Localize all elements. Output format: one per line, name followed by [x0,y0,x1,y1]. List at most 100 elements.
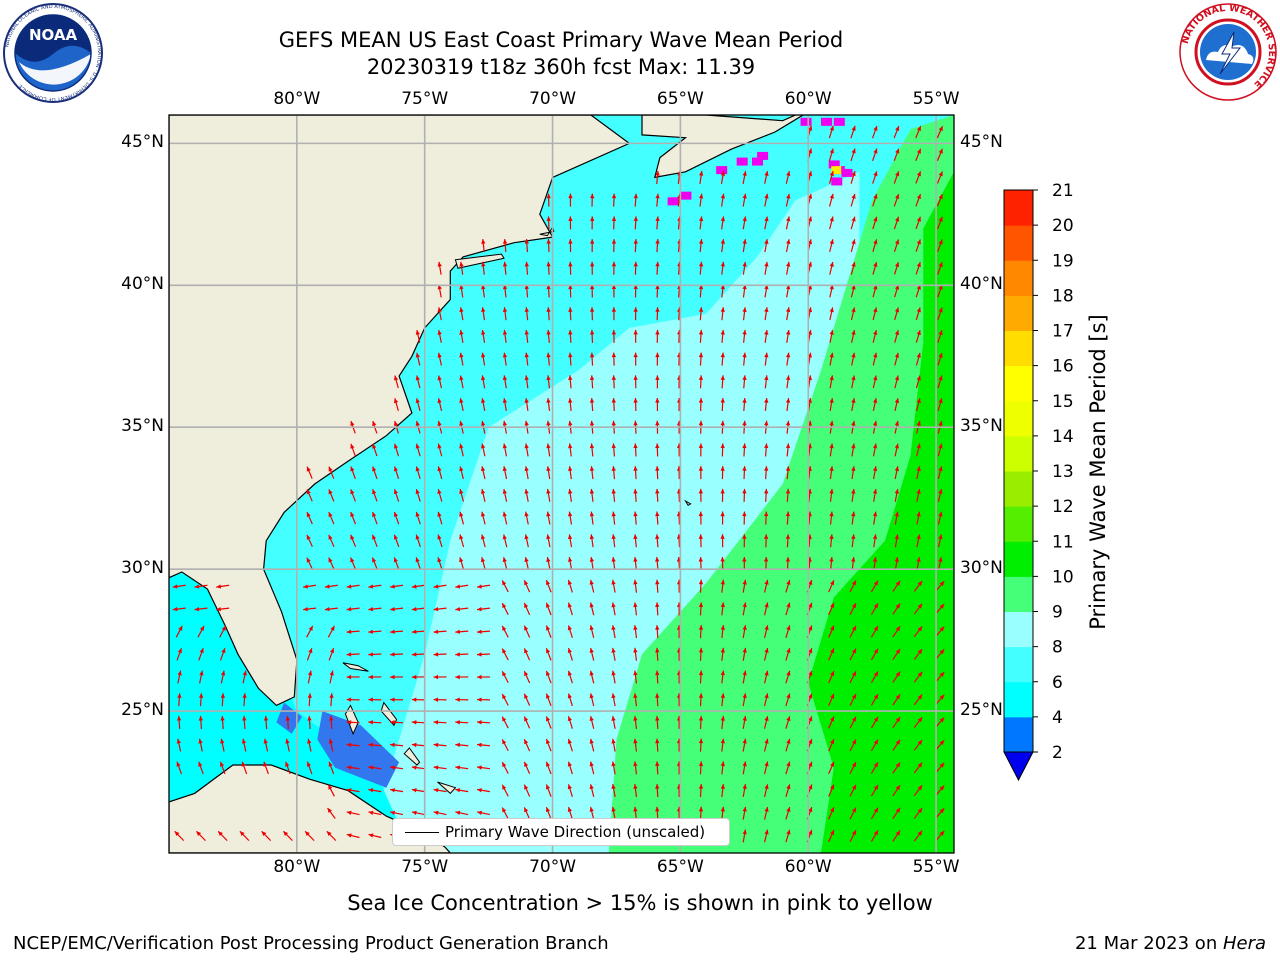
wave-arrow-head [633,557,638,562]
lon-tick-label-top: 80°W [273,89,321,109]
wave-arrow-head [589,761,594,767]
legend-box: Primary Wave Direction (unscaled) [392,818,730,846]
wave-arrow-head [894,466,899,472]
wave-arrow-head [786,239,791,245]
wave-arrow-head [873,671,879,677]
wave-arrow-head [390,697,395,702]
wave-arrow-head [851,603,856,609]
wave-arrow-head [411,742,417,748]
wave-arrow-head [346,720,352,725]
wave-arrow-head [328,534,333,540]
wave-arrow-head [655,193,660,199]
wave-arrow-head [433,788,439,793]
wave-arrow-head [851,239,856,245]
wave-arrow-head [742,443,747,449]
wave-arrow-head [829,398,834,403]
wave-arrow-head [346,629,352,634]
wave-arrow-head [567,807,572,812]
wave-arrow-head [873,716,879,722]
wave-arrow-head [611,466,616,471]
wave-arrow-head [411,720,417,725]
sea-ice-patch [841,168,853,177]
sea-ice-patch [736,157,748,166]
wave-arrow-head [502,534,507,540]
wave-arrow-head [872,488,878,494]
wave-arrow-head [502,307,508,312]
wave-arrow-head [742,284,747,290]
wave-arrow-head [306,512,311,518]
wave-arrow-head [437,375,442,381]
wave-arrow-head [328,466,333,472]
wave-arrow-head [350,421,355,427]
wave-arrow-head [219,761,225,767]
wave-arrow-head [698,239,704,244]
wave-arrow-head [481,352,486,358]
wave-arrow-head [872,443,878,449]
wave-arrow-head [611,420,616,426]
wave-arrow-head [306,557,311,563]
wave-arrow-head [567,761,572,767]
wave-arrow-head [306,534,311,540]
wave-arrow-head [611,738,616,744]
wave-arrow-head [938,534,943,540]
wave-arrow-head [327,808,332,813]
wave-arrow-head [368,742,374,748]
wave-arrow-head [411,629,417,634]
wave-arrow-head [939,649,945,655]
wave-arrow-head [546,261,551,267]
wave-arrow-head [433,697,439,702]
wave-arrow-head [939,672,945,677]
wave-arrow-head [368,629,374,634]
wave-arrow-head [851,398,856,403]
wave-arrow-head [368,674,373,680]
wave-arrow-head [742,693,747,699]
wave-arrow-head [938,262,943,268]
wave-arrow-head [567,534,573,540]
wave-arrow-head [894,443,900,449]
wave-arrow-head [873,603,879,609]
wave-arrow-head [873,193,878,199]
wave-arrow-head [199,648,204,654]
wave-arrow-head [917,581,923,586]
wave-arrow-head [938,398,943,404]
wave-arrow-head [326,831,332,837]
colorbar-segment [1004,646,1033,683]
wave-arrow-head [524,329,529,335]
wave-arrow-head [655,557,660,562]
wave-arrow-head [698,602,704,608]
wave-arrow-head [742,806,747,812]
wave-arrow-head [894,511,899,517]
wave-arrow-head [196,831,202,837]
wave-arrow-head [330,648,335,654]
wave-arrow-head [611,716,616,721]
wave-arrow-head [808,602,813,608]
sea-ice-patch [751,157,763,166]
wave-arrow-head [655,284,660,290]
wave-arrow-head [720,171,726,176]
wave-arrow-head [742,625,747,631]
wave-arrow-head [589,329,595,335]
wave-arrow-head [698,261,704,267]
wave-arrow-head [546,284,551,290]
wave-arrow-head [415,511,420,517]
wave-arrow-head [698,715,704,721]
lat-tick-label-left: 30°N [121,558,164,579]
wave-arrow-head [589,784,594,790]
wave-arrow-head [433,584,439,589]
footer-left: NCEP/EMC/Verification Post Processing Pr… [13,933,609,954]
colorbar-tick-label: 18 [1052,286,1074,306]
wave-arrow-head [411,765,417,770]
lon-tick-label-bot: 55°W [912,857,960,877]
wave-arrow-head [502,284,508,290]
wave-arrow-head [742,534,747,539]
wave-arrow-head [917,649,923,655]
wave-arrow-head [873,330,878,335]
wave-arrow-head [242,715,247,721]
wave-arrow-head [328,489,333,495]
wave-arrow-head [851,625,856,631]
wave-arrow-head [917,603,923,609]
wave-arrow-head [916,216,921,222]
colorbar-label: Primary Wave Mean Period [s] [1086,314,1110,630]
wave-arrow-head [873,784,879,790]
wave-arrow-head [306,466,311,472]
